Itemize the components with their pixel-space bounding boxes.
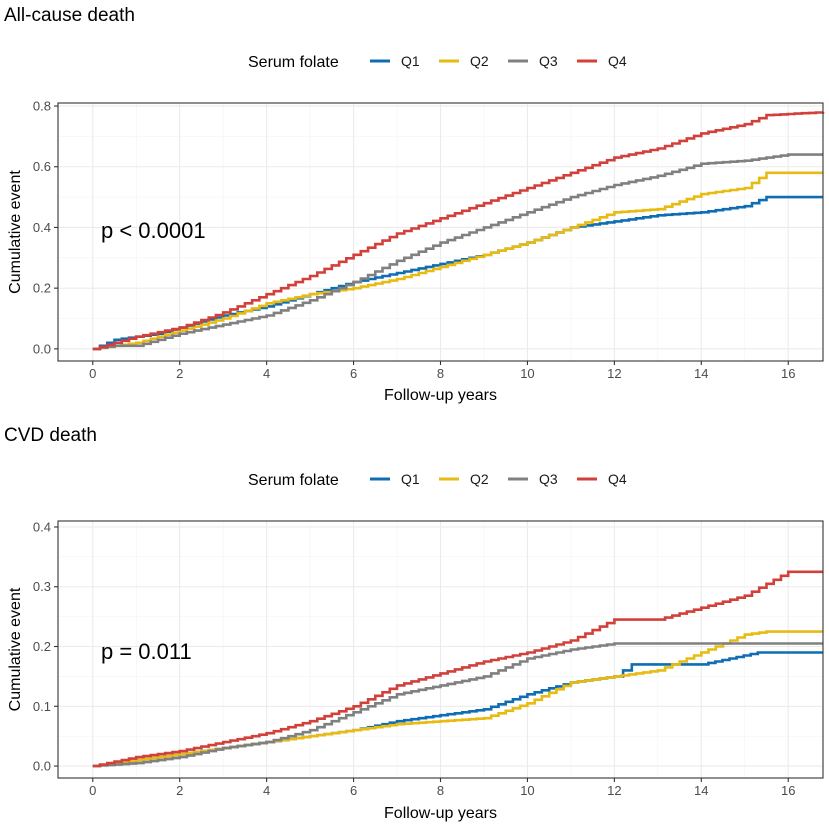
x-tick-label: 0 bbox=[89, 366, 96, 381]
y-tick-label: 0.0 bbox=[33, 759, 51, 774]
curve-q2 bbox=[92, 171, 823, 351]
x-tick-label: 16 bbox=[781, 366, 795, 381]
x-tick-label: 0 bbox=[89, 783, 96, 798]
x-tick-label: 16 bbox=[781, 783, 795, 798]
legend-title: Serum folate bbox=[248, 54, 339, 71]
legend-item-q2: Q2 bbox=[439, 53, 489, 69]
chart-title: All-cause death bbox=[4, 5, 135, 26]
y-tick-label: 0.6 bbox=[33, 159, 51, 174]
legend-item-q1: Q1 bbox=[370, 471, 420, 487]
x-tick-label: 12 bbox=[607, 366, 621, 381]
x-tick-label: 8 bbox=[437, 783, 444, 798]
x-tick-label: 14 bbox=[694, 366, 708, 381]
p-value-annotation: p < 0.0001 bbox=[101, 218, 206, 243]
legend-item-q4: Q4 bbox=[577, 471, 627, 487]
legend-item-q2: Q2 bbox=[439, 471, 489, 487]
y-tick-label: 0.1 bbox=[33, 699, 51, 714]
legend-label-q4: Q4 bbox=[608, 471, 627, 487]
x-tick-label: 14 bbox=[694, 783, 708, 798]
legend-label-q1: Q1 bbox=[401, 471, 420, 487]
y-tick-label: 0.4 bbox=[33, 220, 51, 235]
legend-label-q3: Q3 bbox=[539, 53, 558, 69]
legend-item-q4: Q4 bbox=[577, 53, 627, 69]
x-tick-label: 4 bbox=[263, 783, 270, 798]
legend-label-q2: Q2 bbox=[470, 53, 489, 69]
chart-panel-2: CVD death Serum folate Q1 Q2 Q3 Q4 0 2 4 6 8 10 12 14… bbox=[4, 425, 824, 822]
y-tick-label: 0.8 bbox=[33, 99, 51, 114]
legend-title: Serum folate bbox=[248, 472, 339, 489]
p-value-annotation: p = 0.011 bbox=[101, 639, 192, 664]
y-tick-label: 0.0 bbox=[33, 341, 51, 356]
plot-frame bbox=[57, 520, 824, 779]
curve-q3 bbox=[92, 153, 823, 351]
curve-q4 bbox=[92, 111, 825, 351]
x-tick-label: 12 bbox=[607, 783, 621, 798]
x-tick-label: 4 bbox=[263, 366, 270, 381]
legend-label-q1: Q1 bbox=[401, 53, 420, 69]
curve-q3 bbox=[92, 642, 823, 768]
legend-item-q1: Q1 bbox=[370, 53, 420, 69]
x-axis-title: Follow-up years bbox=[384, 805, 497, 822]
x-tick-label: 2 bbox=[176, 366, 183, 381]
chart-panel-1: All-cause death Serum folate Q1 Q2 Q3 Q4 0 2 4 6 8… bbox=[4, 5, 825, 404]
legend: Serum folate Q1 Q2 Q3 Q4 bbox=[248, 471, 627, 489]
y-tick-label: 0.3 bbox=[33, 579, 51, 594]
legend-label-q2: Q2 bbox=[470, 471, 489, 487]
x-tick-label: 10 bbox=[520, 366, 534, 381]
y-tick-label: 0.2 bbox=[33, 281, 51, 296]
chart-title: CVD death bbox=[4, 425, 97, 446]
x-tick-label: 8 bbox=[437, 366, 444, 381]
legend-item-q3: Q3 bbox=[508, 471, 558, 487]
y-axis-title: Cumulative event bbox=[7, 587, 24, 711]
y-tick-label: 0.4 bbox=[33, 519, 51, 534]
legend: Serum folate Q1 Q2 Q3 Q4 bbox=[248, 53, 627, 71]
x-tick-label: 6 bbox=[350, 783, 357, 798]
x-axis-title: Follow-up years bbox=[384, 387, 497, 404]
plot-frame bbox=[57, 102, 824, 362]
x-tick-label: 2 bbox=[176, 783, 183, 798]
curve-q4 bbox=[92, 570, 823, 768]
x-tick-label: 6 bbox=[350, 366, 357, 381]
x-tick-label: 10 bbox=[520, 783, 534, 798]
legend-item-q3: Q3 bbox=[508, 53, 558, 69]
legend-label-q4: Q4 bbox=[608, 53, 627, 69]
y-tick-label: 0.2 bbox=[33, 639, 51, 654]
legend-label-q3: Q3 bbox=[539, 471, 558, 487]
y-axis-title: Cumulative event bbox=[7, 170, 24, 294]
